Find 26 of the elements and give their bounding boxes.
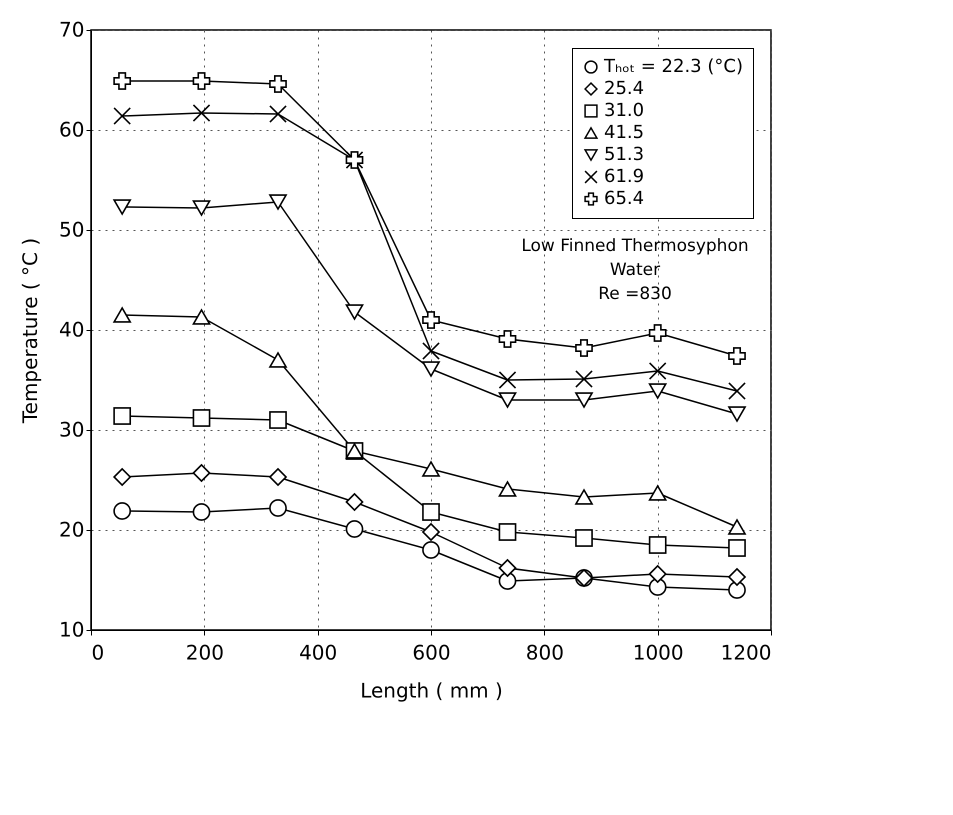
x-axis-title: Length ( mm ): [360, 678, 503, 702]
legend-label: 25.4: [604, 78, 644, 99]
legend-label: 31.0: [604, 100, 644, 121]
legend-label: 51.3: [604, 144, 644, 165]
annotation: Low Finned Thermosyphon: [521, 236, 749, 256]
legend-label: 61.9: [604, 166, 644, 187]
x-tick-label: 400: [299, 640, 338, 664]
legend-label: 41.5: [604, 122, 644, 143]
y-tick-label: 50: [59, 218, 84, 242]
annotation: Water: [610, 260, 660, 280]
y-tick-label: 70: [59, 18, 84, 42]
y-tick-label: 40: [59, 318, 84, 342]
y-tick-label: 60: [59, 118, 84, 142]
legend-label: Tₕₒₜ = 22.3 (°C): [603, 56, 743, 77]
y-tick-label: 10: [59, 618, 84, 642]
x-tick-label: 1000: [632, 640, 684, 664]
x-tick-label: 1200: [720, 640, 772, 664]
x-tick-label: 0: [92, 640, 104, 664]
y-tick-label: 20: [59, 518, 84, 542]
legend-label: 65.4: [604, 188, 644, 209]
x-tick-label: 200: [186, 640, 224, 664]
x-tick-label: 800: [526, 640, 564, 664]
y-tick-label: 30: [59, 418, 84, 442]
annotation: Re =830: [598, 284, 672, 304]
x-tick-label: 600: [412, 640, 451, 664]
y-axis-title: Temperature ( °C ): [18, 238, 42, 424]
